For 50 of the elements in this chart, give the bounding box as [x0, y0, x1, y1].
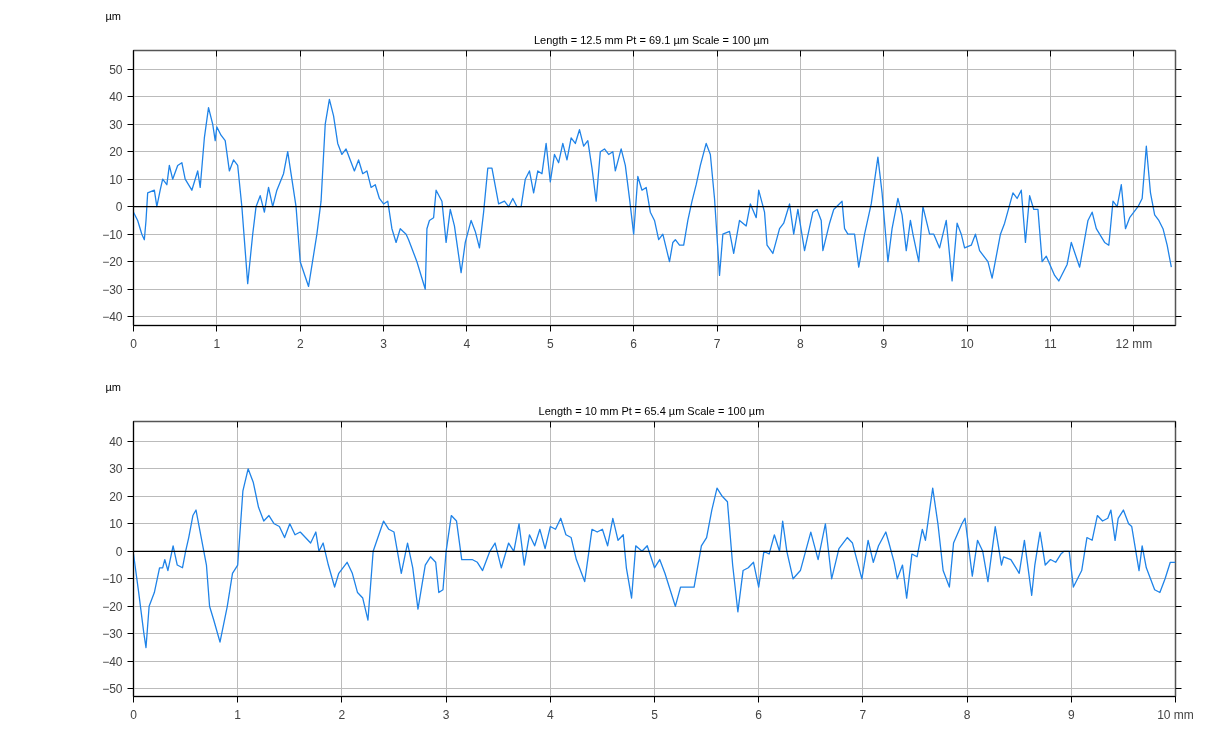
x-tick-label: 7 [859, 707, 867, 722]
y-tick-label: −40 [102, 310, 123, 325]
y-axis-title: µm [105, 380, 122, 393]
x-tick-label: 5 [546, 336, 554, 351]
x-tick-label: 3 [380, 336, 388, 351]
x-tick-label: 3 [442, 707, 450, 722]
x-tick-label: 6 [630, 336, 638, 351]
y-tick-label: −10 [102, 572, 123, 587]
chart-title: Length = 12.5 mm Pt = 69.1 µm Scale = 100 µm [533, 33, 769, 46]
x-tick-label: 0 [130, 336, 138, 351]
x-tick-label: 11 [1044, 336, 1058, 351]
line-series [133, 98, 1172, 290]
x-tick-label: 5 [651, 707, 659, 722]
y-tick-label: 10 [109, 517, 123, 532]
x-tick-label: 12 mm [1115, 336, 1153, 351]
y-tick-label: 10 [109, 172, 123, 187]
y-tick-label: −30 [102, 627, 123, 642]
x-tick-label: 10 mm [1157, 707, 1194, 722]
x-tick-label: 2 [338, 707, 346, 722]
y-tick-label: −50 [102, 682, 123, 697]
y-tick-label: 30 [109, 117, 123, 132]
y-tick-label: 0 [115, 544, 123, 559]
y-tick-label: 20 [109, 145, 123, 160]
x-tick-label: 9 [880, 336, 888, 351]
y-tick-label: 0 [115, 200, 123, 215]
y-tick-label: −30 [102, 282, 123, 297]
y-tick-label: 40 [109, 90, 123, 105]
line-series [133, 468, 1176, 649]
x-tick-label: 1 [234, 707, 242, 722]
y-tick-label: −10 [102, 227, 123, 242]
x-tick-label: 2 [296, 336, 304, 351]
y-tick-label: −40 [102, 654, 123, 669]
x-tick-label: 10 [960, 336, 975, 351]
chart-title: Length = 10 mm Pt = 65.4 µm Scale = 100 µm [538, 404, 765, 417]
y-tick-label: 40 [109, 434, 123, 449]
y-axis-title: µm [105, 9, 122, 22]
x-tick-label: 9 [1067, 707, 1075, 722]
y-tick-label: 20 [109, 489, 123, 504]
x-tick-label: 1 [213, 336, 221, 351]
x-tick-label: 8 [963, 707, 971, 722]
x-tick-label: 7 [713, 336, 721, 351]
y-tick-label: 30 [109, 462, 123, 477]
x-tick-label: 4 [546, 707, 554, 722]
x-tick-label: 6 [755, 707, 763, 722]
y-tick-label: 50 [109, 62, 123, 77]
y-tick-label: −20 [102, 599, 123, 614]
x-tick-label: 0 [130, 707, 138, 722]
x-tick-label: 4 [463, 336, 471, 351]
y-tick-label: −20 [102, 255, 123, 270]
x-tick-label: 8 [797, 336, 805, 351]
